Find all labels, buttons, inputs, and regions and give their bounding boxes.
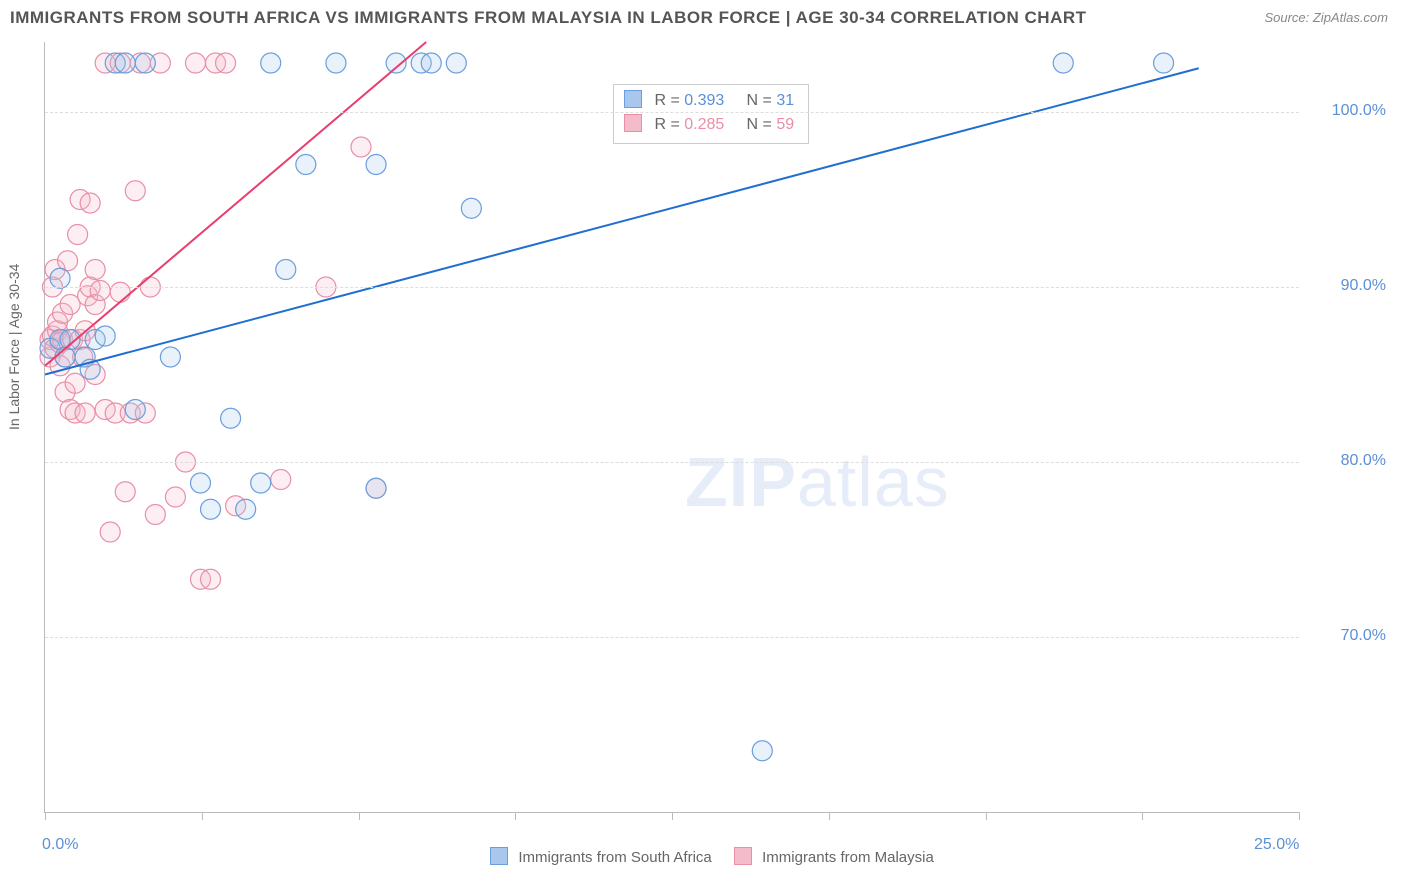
legend-series: Immigrants from South Africa Immigrants … (0, 847, 1406, 866)
r-label: R = (654, 116, 684, 133)
x-tick-label: 25.0% (1254, 836, 1299, 854)
scatter-point (115, 53, 135, 73)
scatter-point (145, 505, 165, 525)
x-tick (202, 812, 203, 820)
scatter-point (236, 499, 256, 519)
scatter-point (75, 403, 95, 423)
scatter-point (276, 260, 296, 280)
scatter-point (1154, 53, 1174, 73)
x-tick (1142, 812, 1143, 820)
scatter-point (165, 487, 185, 507)
scatter-point (1053, 53, 1073, 73)
scatter-point (68, 225, 88, 245)
r-value-pink: 0.285 (684, 116, 724, 133)
x-tick (986, 812, 987, 820)
series-label-pink: Immigrants from Malaysia (762, 849, 934, 866)
trendline (45, 42, 426, 366)
y-tick-label: 80.0% (1306, 452, 1386, 470)
scatter-point (125, 181, 145, 201)
series-label-blue: Immigrants from South Africa (518, 849, 711, 866)
scatter-point (366, 155, 386, 175)
scatter-point (261, 53, 281, 73)
legend-stats-row-blue: R = 0.393 N = 31 (624, 89, 794, 113)
legend-stats: R = 0.393 N = 31 R = 0.285 N = 59 (613, 84, 809, 144)
scatter-point (90, 281, 110, 301)
gridline (45, 637, 1299, 638)
scatter-point (50, 268, 70, 288)
scatter-point (115, 482, 135, 502)
scatter-point (296, 155, 316, 175)
scatter-point (201, 499, 221, 519)
x-tick (45, 812, 46, 820)
chart-title: IMMIGRANTS FROM SOUTH AFRICA VS IMMIGRAN… (10, 8, 1087, 28)
scatter-point (185, 53, 205, 73)
swatch-blue-icon (490, 847, 508, 865)
x-tick (359, 812, 360, 820)
scatter-svg (45, 42, 1299, 812)
plot-area: ZIPatlas R = 0.393 N = 31 R = 0.285 N = … (44, 42, 1299, 813)
x-tick-label: 0.0% (42, 836, 78, 854)
scatter-point (366, 478, 386, 498)
swatch-pink-icon (624, 114, 642, 132)
n-value-blue: 31 (776, 92, 794, 109)
source-credit: Source: ZipAtlas.com (1264, 10, 1388, 25)
n-label: N = (747, 116, 777, 133)
n-value-pink: 59 (776, 116, 794, 133)
scatter-point (351, 137, 371, 157)
scatter-point (221, 408, 241, 428)
scatter-point (421, 53, 441, 73)
scatter-point (110, 282, 130, 302)
scatter-point (60, 295, 80, 315)
scatter-point (135, 53, 155, 73)
gridline (45, 462, 1299, 463)
y-tick-label: 100.0% (1306, 102, 1386, 120)
scatter-point (752, 741, 772, 761)
x-tick (672, 812, 673, 820)
scatter-point (216, 53, 236, 73)
gridline (45, 112, 1299, 113)
scatter-point (201, 569, 221, 589)
y-tick-label: 70.0% (1306, 627, 1386, 645)
scatter-point (95, 326, 115, 346)
scatter-point (80, 193, 100, 213)
y-axis-label: In Labor Force | Age 30-34 (6, 264, 22, 430)
scatter-point (251, 473, 271, 493)
source-prefix: Source: (1264, 10, 1312, 25)
r-label: R = (654, 92, 684, 109)
gridline (45, 287, 1299, 288)
source-name: ZipAtlas.com (1313, 10, 1388, 25)
x-tick (515, 812, 516, 820)
y-tick-label: 90.0% (1306, 277, 1386, 295)
swatch-blue-icon (624, 90, 642, 108)
n-label: N = (747, 92, 777, 109)
scatter-point (461, 198, 481, 218)
x-tick (829, 812, 830, 820)
r-value-blue: 0.393 (684, 92, 724, 109)
scatter-point (85, 260, 105, 280)
scatter-point (160, 347, 180, 367)
scatter-point (386, 53, 406, 73)
scatter-point (271, 470, 291, 490)
scatter-point (190, 473, 210, 493)
scatter-point (326, 53, 346, 73)
x-tick (1299, 812, 1300, 820)
swatch-pink-icon (734, 847, 752, 865)
scatter-point (125, 400, 145, 420)
legend-stats-row-pink: R = 0.285 N = 59 (624, 113, 794, 137)
scatter-point (65, 373, 85, 393)
scatter-point (446, 53, 466, 73)
scatter-point (100, 522, 120, 542)
